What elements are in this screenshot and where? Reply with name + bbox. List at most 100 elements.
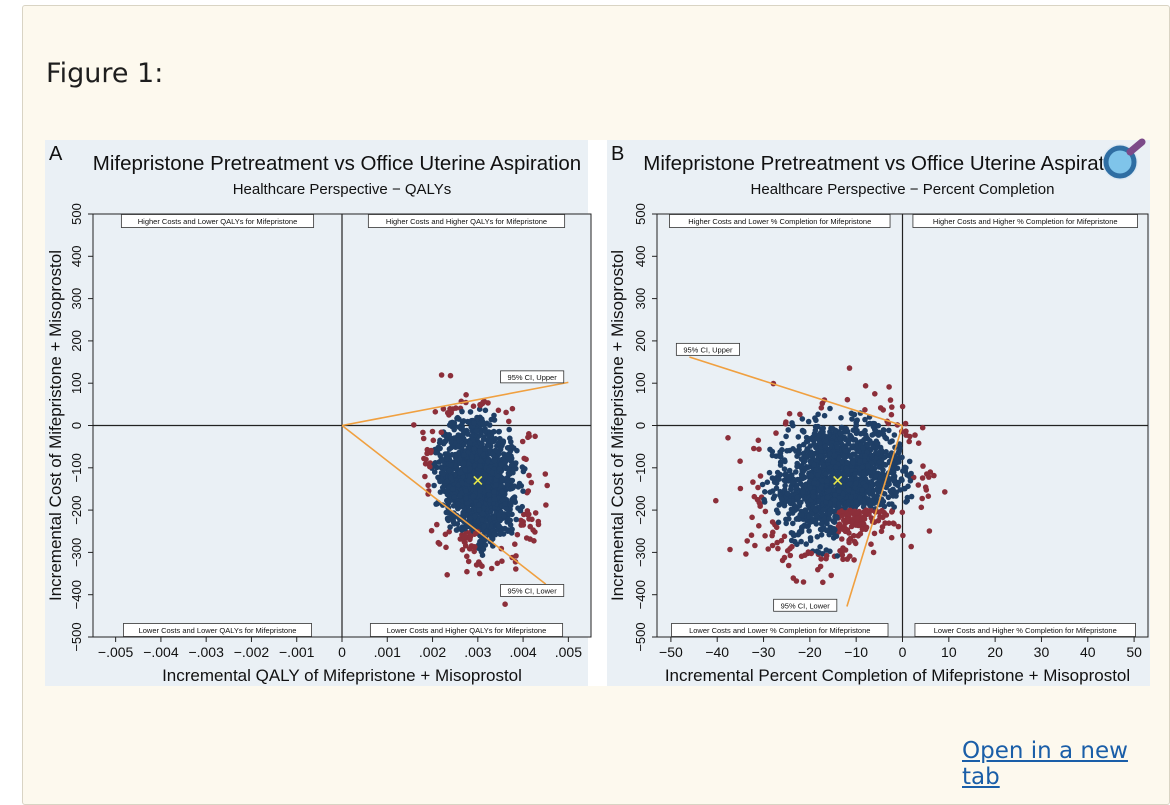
scatter-point <box>466 546 473 552</box>
scatter-point <box>886 384 892 390</box>
scatter-point <box>461 452 467 458</box>
ci-lower-line <box>341 424 547 585</box>
scatter-point <box>802 552 808 558</box>
scatter-point <box>756 499 762 506</box>
scatter-point <box>823 499 829 506</box>
scatter-point <box>826 516 832 522</box>
y-tick-label: 300 <box>633 288 648 310</box>
scatter-point <box>438 429 445 436</box>
scatter-point <box>802 457 808 464</box>
scatter-point <box>465 431 471 437</box>
scatter-point <box>460 460 467 467</box>
scatter-point <box>782 482 788 489</box>
scatter-point <box>799 469 806 475</box>
scatter-point <box>840 556 846 563</box>
y-tick-label: −300 <box>633 538 648 567</box>
scatter-point <box>522 466 528 472</box>
x-tick-label: 50 <box>1126 644 1142 660</box>
scatter-point <box>751 493 758 500</box>
scatter-point <box>464 500 471 506</box>
scatter-points <box>713 365 948 586</box>
scatter-point <box>844 396 851 403</box>
scatter-point <box>837 435 843 442</box>
scatter-point <box>837 470 844 477</box>
scatter-point <box>824 520 830 527</box>
scatter-point <box>857 458 863 464</box>
quadrant-label-bottom-left: Lower Costs and Lower % Completion for M… <box>689 626 870 635</box>
scatter-point <box>894 459 900 466</box>
ci-upper-line <box>341 381 569 427</box>
ci-lower-label: 95% CI, Lower <box>781 601 831 610</box>
scatter-point <box>467 409 474 415</box>
scatter-point <box>848 454 854 461</box>
zoom-magnifier-icon[interactable] <box>1096 138 1150 184</box>
scatter-point <box>494 560 501 567</box>
scatter-point <box>757 473 764 479</box>
scatter-point <box>879 524 886 530</box>
scatter-point <box>849 416 855 422</box>
scatter-point <box>477 458 484 464</box>
scatter-point <box>430 437 437 444</box>
scatter-point <box>460 509 467 516</box>
scatter-point <box>825 488 832 494</box>
y-tick-label: −500 <box>69 622 84 651</box>
y-tick-label: −400 <box>69 580 84 609</box>
scatter-point <box>908 493 915 500</box>
scatter-point <box>473 428 480 434</box>
scatter-point <box>512 541 518 547</box>
scatter-point <box>927 469 934 475</box>
chart-subtitle: Healthcare Perspective − QALYs <box>233 181 452 198</box>
scatter-point <box>903 432 909 438</box>
scatter-point <box>779 496 785 503</box>
scatter-point <box>770 488 776 494</box>
scatter-point <box>781 533 788 540</box>
x-tick-label: 30 <box>1034 644 1050 660</box>
scatter-point <box>449 451 455 458</box>
quadrant-label-box <box>912 214 1138 228</box>
scatter-point <box>759 481 766 488</box>
scatter-point <box>481 473 488 480</box>
x-axis-label: Incremental QALY of Mifepristone + Misop… <box>162 666 522 685</box>
scatter-point <box>455 443 462 449</box>
scatter-point <box>755 437 762 444</box>
scatter-point <box>926 474 932 480</box>
scatter-point <box>467 440 473 447</box>
scatter-point <box>498 483 505 489</box>
scatter-point <box>915 440 922 447</box>
scatter-point <box>794 494 800 501</box>
scatter-point <box>447 524 453 530</box>
scatter-point <box>821 433 828 439</box>
scatter-point <box>836 455 842 462</box>
scatter-point <box>725 435 731 441</box>
scatter-point <box>839 526 846 532</box>
scatter-point <box>828 572 834 579</box>
scatter-point <box>845 518 851 525</box>
scatter-point <box>434 521 440 528</box>
scatter-point <box>838 415 844 421</box>
ci-upper-line <box>689 356 903 427</box>
scatter-point <box>813 513 820 519</box>
scatter-point <box>854 510 860 516</box>
scatter-point <box>793 578 800 584</box>
scatter-point <box>480 546 487 552</box>
scatter-point <box>875 482 881 488</box>
scatter-point <box>451 494 458 501</box>
scatter-point <box>818 532 825 538</box>
scatter-point <box>442 531 449 538</box>
scatter-point <box>427 463 433 470</box>
scatter-point <box>471 470 477 476</box>
scatter-point <box>472 530 479 537</box>
scatter-point <box>766 469 773 476</box>
scatter-point <box>807 519 813 525</box>
scatter-point <box>524 508 531 514</box>
scatter-point <box>899 509 906 516</box>
scatter-point <box>486 422 493 428</box>
figure-image[interactable]: A Mifepristone Pretreatment vs Office Ute… <box>45 140 1150 686</box>
scatter-point <box>800 489 806 495</box>
scatter-point <box>443 544 449 551</box>
scatter-point <box>854 417 860 424</box>
open-in-new-tab-link[interactable]: Open in a new tab <box>962 738 1128 790</box>
scatter-point <box>790 530 796 537</box>
scatter-point <box>902 485 908 492</box>
scatter-point <box>799 416 806 422</box>
